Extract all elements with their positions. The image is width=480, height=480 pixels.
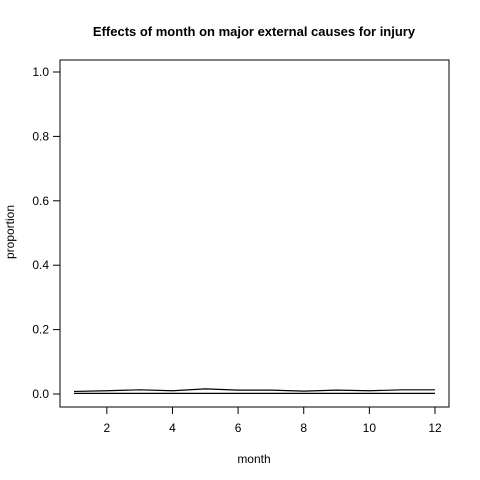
chart-title: Effects of month on major external cause… — [93, 24, 416, 39]
plot-area-frame — [59, 59, 450, 408]
y-tick-label: 1.0 — [32, 65, 49, 79]
y-tick-label: 0.2 — [32, 323, 49, 337]
x-axis: 2 4 6 8 10 12 — [103, 407, 442, 435]
x-tick-label: 10 — [363, 421, 377, 435]
y-tick-label: 0.0 — [32, 387, 49, 401]
x-tick-label: 6 — [235, 421, 242, 435]
x-tick-label: 8 — [300, 421, 307, 435]
series-line-2 — [73, 388, 435, 393]
y-tick-label: 0.8 — [32, 129, 49, 143]
x-tick-label: 2 — [103, 421, 110, 435]
y-axis-label: proportion — [3, 205, 17, 259]
y-tick-label: 0.4 — [32, 258, 49, 272]
y-axis: 0.0 0.2 0.4 0.6 0.8 1.0 — [32, 65, 60, 401]
x-axis-label: month — [237, 452, 270, 466]
x-tick-label: 4 — [169, 421, 176, 435]
x-tick-label: 12 — [428, 421, 442, 435]
y-tick-label: 0.6 — [32, 194, 49, 208]
series-lines — [73, 388, 435, 394]
